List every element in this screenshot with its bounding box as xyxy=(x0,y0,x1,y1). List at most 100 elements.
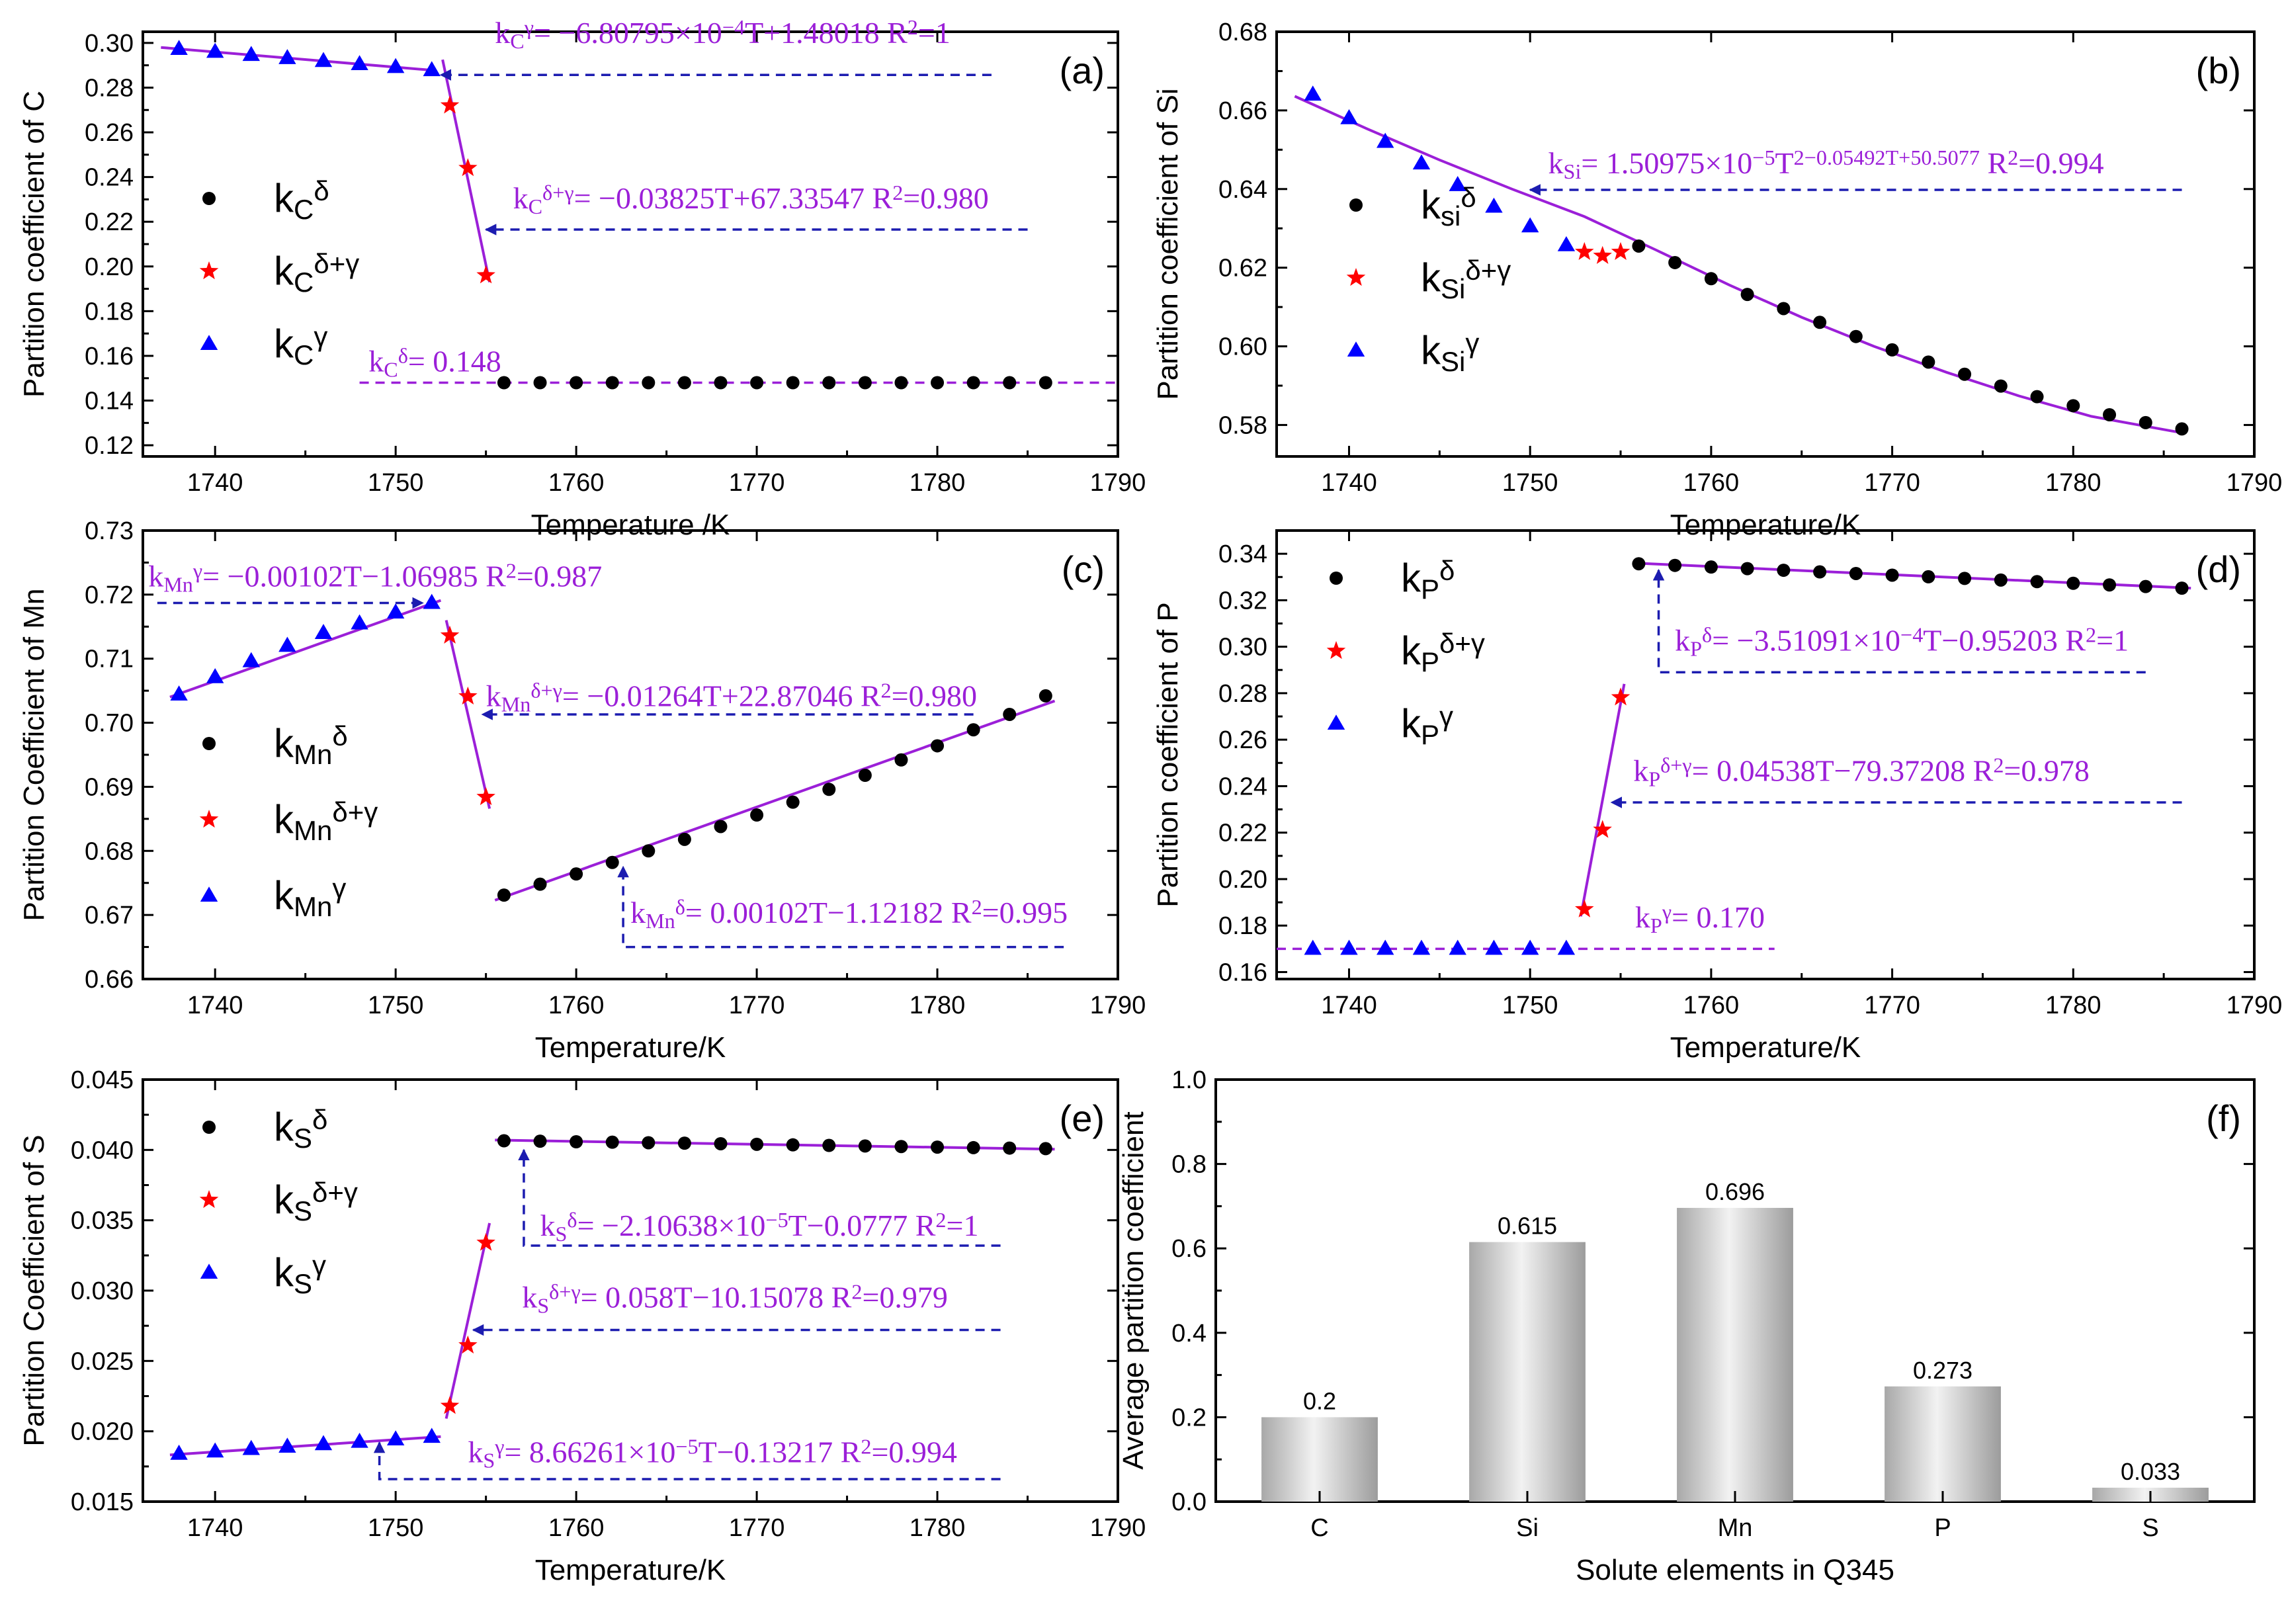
delta+gamma-point xyxy=(440,1396,460,1414)
bar-Si xyxy=(1469,1242,1586,1502)
delta-point xyxy=(1885,343,1899,357)
delta-point xyxy=(858,768,872,782)
delta-point xyxy=(497,1134,511,1148)
delta-point xyxy=(497,888,511,902)
panel-f: 0.0 0.2 0.4 0.6 0.8 1.0 0.2 C 0.615 Si 0.696 Mn 0.27… xyxy=(1117,1066,2256,1586)
delta-point xyxy=(714,376,728,390)
x-tick-label: 1750 xyxy=(1502,992,1558,1019)
annotation-arrow xyxy=(617,865,1064,949)
fit-line xyxy=(1294,95,2182,435)
delta-point xyxy=(714,820,728,833)
panel-label: (e) xyxy=(1060,1097,1105,1139)
fit-equation: kPδ+γ= 0.04538T−79.37208 R2=0.978 xyxy=(1633,753,2090,791)
fit-equation: kSγ= 8.66261×10−5T−0.13217 R2=0.994 xyxy=(468,1435,957,1473)
delta-point xyxy=(570,376,583,390)
x-tick-label: 1770 xyxy=(1864,992,1920,1019)
y-axis-label: Average partition coefficient xyxy=(1117,1111,1150,1469)
y-tick-label: 0.025 xyxy=(71,1347,134,1375)
legend-marker-delta xyxy=(202,192,216,205)
y-tick-label: 0.030 xyxy=(71,1277,134,1305)
gamma-point xyxy=(278,49,296,64)
x-tick-label: 1780 xyxy=(910,992,966,1019)
delta-point xyxy=(1704,272,1718,286)
y-tick-label: 0.18 xyxy=(1218,912,1267,940)
legend-marker-gamma xyxy=(200,335,218,350)
gamma-point xyxy=(1521,939,1539,955)
fit-equation: kCγ= −6.80795×10−4T+1.48018 R2=1 xyxy=(495,15,951,53)
y-tick-label: 0.28 xyxy=(85,74,134,102)
x-tick-label: 1740 xyxy=(1321,992,1377,1019)
delta-point xyxy=(786,795,800,809)
delta-point xyxy=(1922,355,1935,369)
delta-point xyxy=(786,376,800,390)
x-tick-label: 1740 xyxy=(187,1514,243,1542)
x-tick-label: Mn xyxy=(1718,1514,1753,1542)
panel-a-frame xyxy=(142,30,1119,458)
delta+gamma-point xyxy=(476,265,495,284)
x-tick-label: 1760 xyxy=(548,992,605,1019)
delta-point xyxy=(858,376,872,390)
delta-point xyxy=(2175,422,2189,436)
x-tick-label: S xyxy=(2142,1514,2158,1542)
gamma-point xyxy=(1485,939,1503,955)
delta-point xyxy=(931,739,945,753)
y-tick-label: 0.66 xyxy=(85,966,134,994)
legend-marker-delta+gamma xyxy=(199,810,219,828)
delta-point xyxy=(1777,564,1791,577)
delta-point xyxy=(750,376,764,390)
gamma-point xyxy=(351,614,368,630)
delta+gamma-point xyxy=(1575,241,1594,260)
y-tick-label: 0.34 xyxy=(1218,540,1267,568)
y-tick-label: 0.22 xyxy=(1218,820,1267,847)
delta-point xyxy=(1849,329,1863,343)
x-axis-label: Solute elements in Q345 xyxy=(1576,1554,1894,1586)
delta-point xyxy=(2030,575,2044,589)
fit-equation: kSi= 1.50975×10−5T2−0.05492T+50.5077 R2=… xyxy=(1548,146,2104,183)
legend-marker-gamma xyxy=(1327,714,1345,730)
y-tick-label: 0.30 xyxy=(1218,634,1267,662)
panel-label: (a) xyxy=(1060,50,1105,91)
bar-value-label: 0.2 xyxy=(1303,1387,1336,1414)
delta-point xyxy=(1922,570,1935,583)
gamma-point xyxy=(351,1432,368,1448)
gamma-point xyxy=(423,61,441,77)
delta-point xyxy=(642,1136,656,1150)
delta+gamma-point xyxy=(458,158,478,177)
x-tick-label: C xyxy=(1310,1514,1328,1542)
legend-label-delta: kPδ xyxy=(1401,555,1455,604)
delta-point xyxy=(966,376,980,390)
y-axis-label: Partition coefficient of C xyxy=(18,91,50,398)
gamma-point xyxy=(170,685,188,701)
legend-label-delta+gamma: kCδ+γ xyxy=(274,248,359,297)
delta-point xyxy=(2030,390,2044,404)
y-tick-label: 0.14 xyxy=(85,388,134,415)
delta-point xyxy=(1813,316,1827,329)
gamma-point xyxy=(206,668,224,683)
panel-d-frame xyxy=(1275,529,2256,980)
bar-value-label: 0.696 xyxy=(1705,1178,1765,1205)
gamma-point xyxy=(170,40,188,56)
panel-label: (c) xyxy=(1062,548,1105,590)
y-tick-label: 0.20 xyxy=(85,253,134,281)
delta-point xyxy=(533,376,547,390)
delta-point xyxy=(2103,407,2117,421)
annotation-arrow xyxy=(1652,568,2146,674)
delta-point xyxy=(1668,255,1682,269)
fit-line xyxy=(445,1222,491,1419)
delta+gamma-point xyxy=(1575,899,1594,918)
delta-point xyxy=(533,877,547,891)
y-tick-label: 0.020 xyxy=(71,1418,134,1446)
delta-point xyxy=(677,376,691,390)
y-tick-label: 0.045 xyxy=(71,1066,134,1094)
delta-point xyxy=(1632,239,1646,253)
gamma-point xyxy=(1557,235,1576,251)
y-tick-label: 0.30 xyxy=(85,30,134,58)
gamma-point xyxy=(170,1444,188,1460)
gamma-point xyxy=(1304,939,1322,955)
delta-point xyxy=(1813,565,1827,579)
fit-line xyxy=(494,699,1056,902)
y-tick-label: 0.60 xyxy=(1218,333,1267,361)
legend-label-delta: kCδ xyxy=(274,175,329,224)
delta-point xyxy=(2066,399,2080,413)
legend-label-delta: kMnδ xyxy=(274,720,348,769)
